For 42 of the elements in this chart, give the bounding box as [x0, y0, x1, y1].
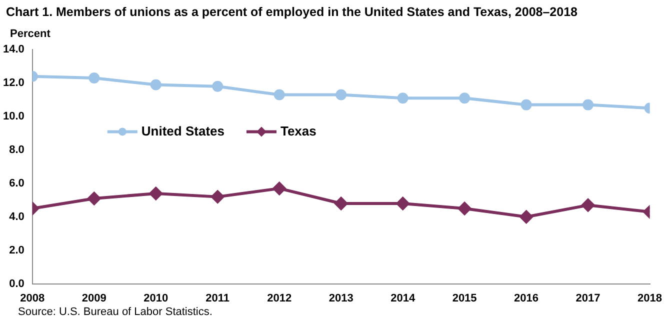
y-tick-label: 10.0 [2, 110, 24, 123]
x-tick-label: 2013 [328, 292, 354, 304]
y-tick-label: 2.0 [9, 244, 24, 256]
x-tick-label: 2018 [638, 292, 662, 304]
point [150, 79, 162, 90]
legend-label: Texas [280, 123, 316, 138]
point [272, 182, 286, 195]
x-tick-label: 2011 [206, 292, 230, 304]
point [459, 92, 470, 104]
x-tick-label: 2010 [144, 292, 168, 304]
legend-label: United States [141, 123, 224, 138]
x-tick-label: 2008 [20, 292, 45, 304]
point [274, 89, 285, 100]
y-tick-label: 0.0 [9, 278, 24, 290]
point [582, 198, 595, 212]
y-tick-label: 12.0 [2, 77, 24, 90]
x-tick-label: 2015 [452, 292, 477, 304]
x-tick-label: 2017 [576, 292, 600, 304]
point [396, 197, 410, 210]
point [149, 186, 162, 200]
source-note: Source: U.S. Bureau of Labor Statistics. [18, 306, 212, 318]
point [212, 80, 224, 92]
x-tick-label: 2014 [390, 292, 416, 304]
y-tick-label: 14.0 [2, 44, 24, 56]
point [520, 210, 533, 224]
point [88, 72, 100, 84]
chart-title: Chart 1. Members of unions as a percent of employed in the United States and Texas, 2008–2018 [6, 5, 578, 19]
point [334, 197, 348, 210]
x-tick-label: 2016 [514, 292, 539, 304]
point [520, 99, 532, 110]
point [211, 190, 224, 204]
y-tick-label: 8.0 [9, 144, 24, 156]
point [397, 92, 408, 104]
x-tick-label: 2009 [82, 292, 106, 304]
point [582, 99, 594, 110]
point [336, 89, 347, 100]
x-tick-label: 2012 [267, 292, 292, 304]
y-axis-title: Percent [10, 28, 50, 40]
point [88, 192, 101, 205]
y-tick-label: 6.0 [9, 177, 24, 190]
y-tick-label: 4.0 [9, 210, 24, 223]
point [458, 202, 472, 216]
